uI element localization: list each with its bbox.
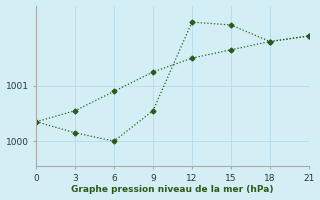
X-axis label: Graphe pression niveau de la mer (hPa): Graphe pression niveau de la mer (hPa) (71, 185, 274, 194)
